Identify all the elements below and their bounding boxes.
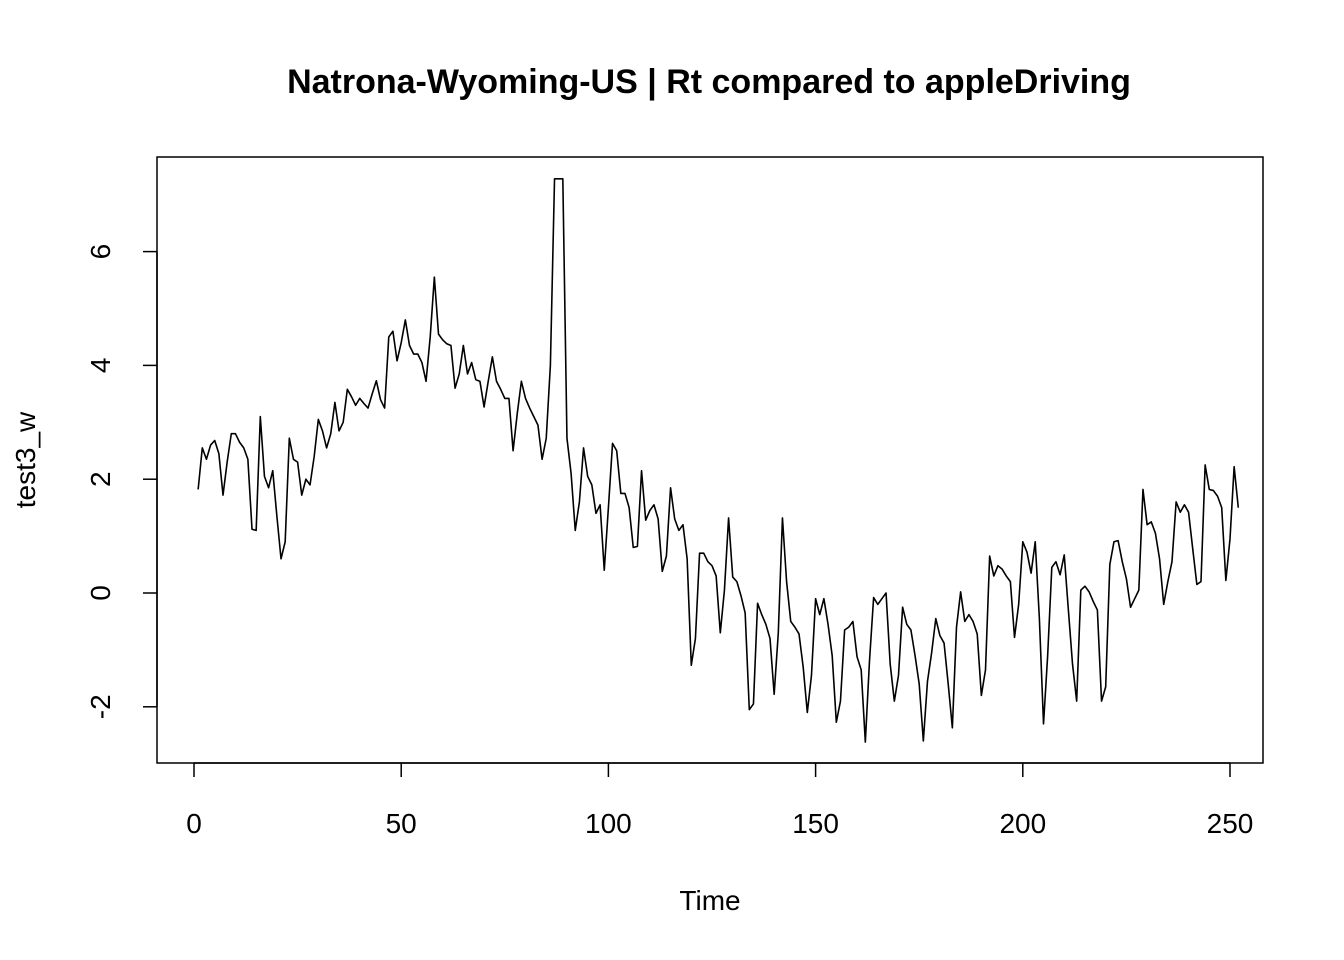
y-tick-label: 6: [85, 244, 116, 260]
x-axis-label: Time: [679, 885, 740, 916]
x-axis: 0 50 100 150 200 250: [186, 762, 1254, 839]
y-tick-label: 2: [85, 471, 116, 487]
x-tick-label: 150: [792, 808, 839, 839]
y-tick-label: -2: [85, 694, 116, 719]
x-tick-label: 250: [1207, 808, 1254, 839]
y-axis-label: test3_w: [10, 411, 41, 508]
y-axis: -2 0 2 4 6: [85, 244, 158, 719]
y-tick-label: 0: [85, 585, 116, 601]
x-tick-label: 200: [999, 808, 1046, 839]
series-line: [197, 177, 1240, 743]
x-tick-label: 50: [386, 808, 417, 839]
chart-title: Natrona-Wyoming-US | Rt compared to appl…: [287, 63, 1131, 101]
y-tick-label: 4: [85, 358, 116, 374]
x-tick-label: 100: [585, 808, 632, 839]
x-tick-label: 0: [186, 808, 202, 839]
plot-frame: [156, 156, 1264, 764]
